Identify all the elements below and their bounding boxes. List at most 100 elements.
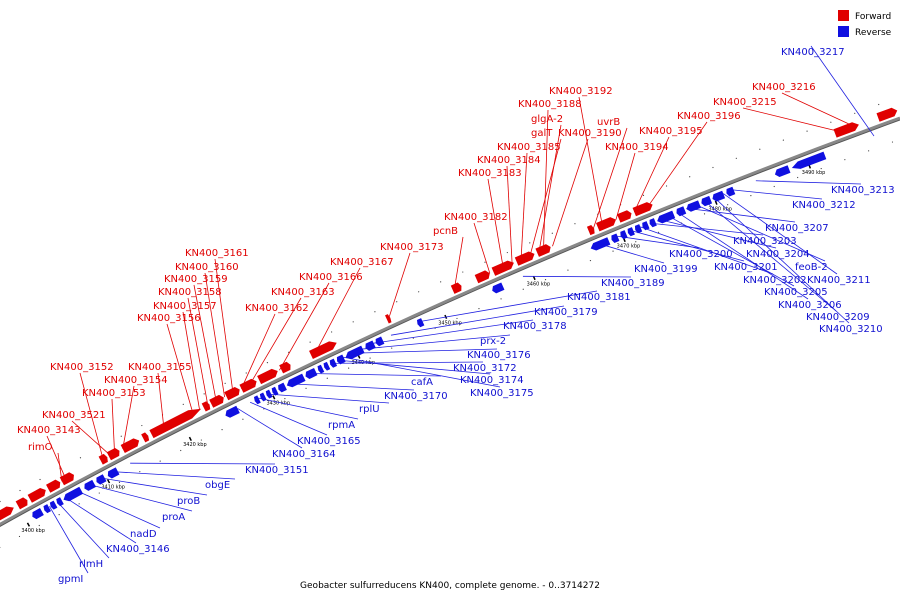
gene-label-kn400-3196: KN400_3196 [677,111,741,122]
forward-gene-block [149,408,202,439]
gene-label-kn400-3204: KN400_3204 [746,249,810,260]
minor-tick-dot [180,449,182,452]
gene-label-kn400-3153: KN400_3153 [82,388,146,399]
gene-leader-line [810,45,875,137]
forward-gene-block [450,282,462,294]
minor-tick-dot [200,439,202,441]
gene-label-kn400-3170: KN400_3170 [384,391,448,402]
minor-tick-dot [418,291,420,293]
gene-label-obge: obgE [205,480,230,491]
minor-tick-dot [159,460,161,462]
reverse-gene-block [286,373,306,388]
gene-leader-line [373,319,534,344]
forward-gene-block [209,394,224,408]
genome-axis-shadow [0,119,900,527]
gene-label-kn400-3182: KN400_3182 [444,212,508,223]
minor-tick-dot [773,185,775,188]
gene-leader-line [101,477,208,496]
gene-leader-line [46,435,67,480]
gene-leader-line [599,243,665,264]
gene-leader-line [266,393,390,404]
gene-leader-line [204,272,225,398]
gene-label-kn400-3190: KN400_3190 [558,128,622,139]
forward-gene-block [279,361,291,374]
gene-label-kn400-3200: KN400_3200 [669,249,733,260]
gene-label-kn400-3209: KN400_3209 [806,312,870,323]
gene-leader-line [649,222,764,236]
gene-leader-line [713,196,850,324]
gene-label-rlmh: rlmH [79,559,103,570]
reverse-gene-block [63,486,84,502]
minor-tick-dot [727,204,729,206]
gene-leader-line [193,284,217,402]
gene-label-kn400-3194: KN400_3194 [605,142,669,153]
gene-leader-line [279,282,330,371]
reverse-gene-block [107,467,120,479]
gene-leader-line [732,189,823,200]
minor-tick-dot [478,308,480,310]
reverse-gene-block [642,221,650,231]
gene-label-kn400-3175: KN400_3175 [470,388,534,399]
minor-tick-dot [574,223,576,225]
forward-gene-block [257,368,278,385]
minor-tick-dot [242,418,244,420]
gene-label-kn400-3143: KN400_3143 [17,425,81,436]
reverse-gene-block [590,237,611,251]
minor-tick-dot [891,141,894,143]
gene-leader-line [522,275,632,278]
gene-label-kn400-3161: KN400_3161 [185,248,249,259]
gene-leader-line [79,372,104,460]
reverse-gene-block [611,233,620,243]
gene-label-kn400-3173: KN400_3173 [380,242,444,253]
gene-leader-line [552,138,589,247]
reverse-gene-block [43,504,52,514]
forward-gene-block [120,438,140,453]
gene-label-kn400-3192: KN400_3192 [549,86,613,97]
gene-label-kn400-3211: KN400_3211 [807,275,871,286]
forward-gene-block [46,479,61,493]
reverse-gene-block [253,395,261,405]
forward-gene-block [616,210,632,223]
gene-leader-line [647,121,708,207]
gene-leader-line [658,219,777,249]
gene-label-kn400-3185: KN400_3185 [497,142,561,153]
reverse-gene-block [84,479,96,491]
gene-leader-line [65,497,137,544]
gene-label-kn400-3216: KN400_3216 [752,82,816,93]
forward-gene-block [224,386,240,401]
gene-label-nadd: nadD [130,529,157,540]
gene-label-gpmi: gpmI [58,574,83,585]
gene-label-kn400-3165: KN400_3165 [297,436,361,447]
gene-label-kn400-3160: KN400_3160 [175,262,239,273]
minor-tick-dot [830,121,832,123]
gene-blocks [0,107,898,521]
gene-leader-line [704,200,837,312]
gene-label-kn400-3167: KN400_3167 [330,257,394,268]
gene-label-kn400-3174: KN400_3174 [460,375,524,386]
minor-tick-dot [635,241,637,243]
minor-tick-dot [348,367,350,369]
minor-tick-dot [224,382,226,384]
forward-gene-block [385,314,392,324]
gene-leader-line [250,401,328,436]
gene-leader-line [288,383,415,391]
gene-label-kn400-3206: KN400_3206 [778,300,842,311]
reverse-gene-block [317,364,325,374]
minor-tick-dot [221,429,223,431]
forward-gene-block [239,378,257,393]
gene-label-kn400-3215: KN400_3215 [713,97,777,108]
scale-tick-mark [272,395,276,400]
gene-label-kn400-3183: KN400_3183 [458,168,522,179]
gene-leader-line [592,127,628,230]
gene-label-kn400-3154: KN400_3154 [104,375,168,386]
reverse-gene-block [96,474,107,485]
minor-tick-dot [369,357,371,359]
gene-leader-line [157,372,165,428]
forward-gene-block [27,488,46,503]
gene-leader-line [214,258,234,393]
gene-leader-line [166,323,194,414]
reverse-gene-block [676,206,687,217]
reverse-gene-block [345,345,365,360]
red-square-icon [838,10,849,21]
gene-leader-line [578,96,603,226]
